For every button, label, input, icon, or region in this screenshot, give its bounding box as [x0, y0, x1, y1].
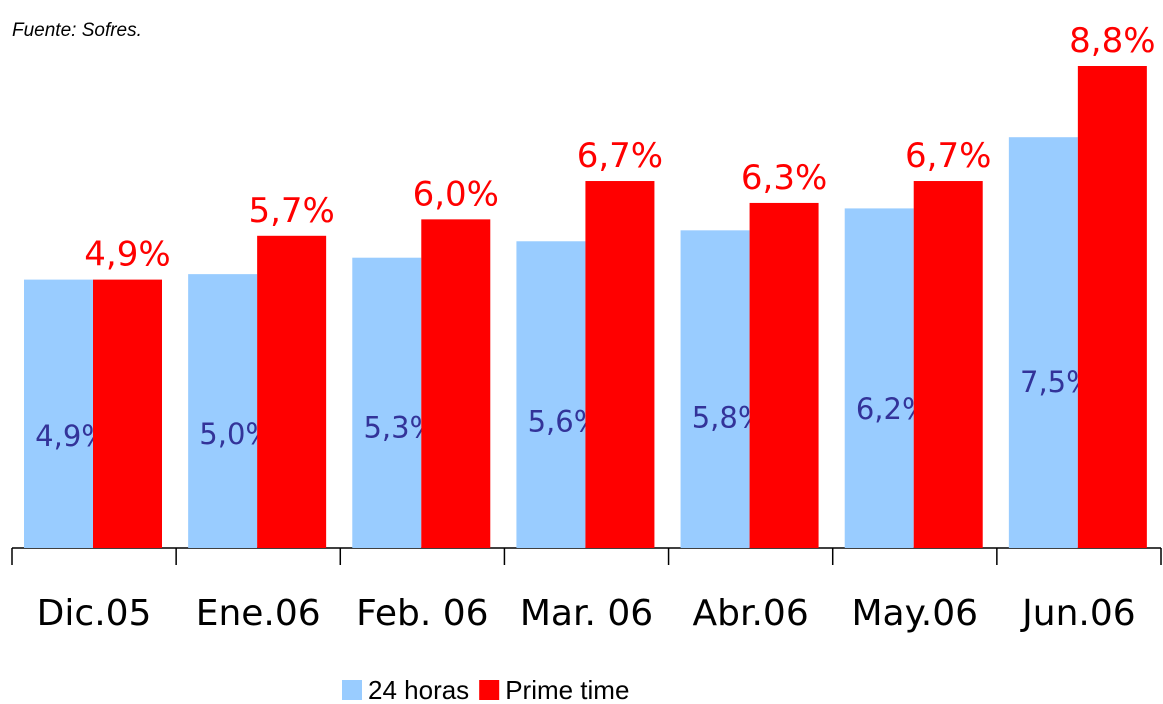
legend-label: Prime time [505, 675, 629, 704]
bar [188, 274, 258, 548]
bar [24, 279, 93, 548]
x-tick-label: Jun.06 [1020, 593, 1136, 634]
x-tick-label: Dic.05 [37, 593, 152, 634]
value-label: 5,7% [248, 191, 334, 231]
value-label: 8,8% [1069, 21, 1155, 61]
bar [844, 208, 914, 548]
legend-swatch [342, 680, 362, 700]
bar [93, 279, 162, 548]
value-label: 6,0% [413, 174, 499, 214]
bar [585, 181, 655, 549]
value-label: 6,3% [741, 158, 827, 198]
source-note: Fuente: Sofres. [12, 20, 142, 41]
bar [680, 230, 750, 548]
x-tick-label: May.06 [852, 593, 979, 634]
bar [516, 241, 586, 549]
value-label: 6,7% [905, 136, 991, 176]
legend-swatch [479, 680, 500, 700]
bar [257, 235, 327, 548]
bar [1077, 66, 1147, 548]
bar [749, 202, 819, 548]
x-tick-label: Feb. 06 [356, 593, 488, 634]
value-label: 4,9% [84, 235, 170, 275]
bar [913, 181, 983, 549]
x-tick-label: Ene.06 [196, 593, 321, 634]
bar [1008, 137, 1078, 549]
value-label: 6,7% [577, 136, 663, 176]
bar [421, 219, 491, 548]
x-tick-label: Abr.06 [693, 593, 809, 634]
x-tick-label: Mar. 06 [520, 593, 653, 634]
bar [352, 257, 422, 548]
legend-label: 24 horas [368, 675, 469, 704]
